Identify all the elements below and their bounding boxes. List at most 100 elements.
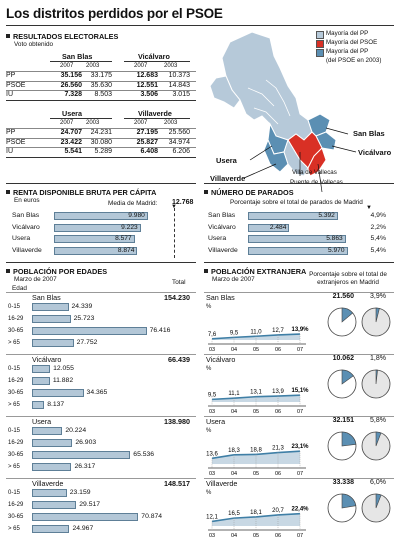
age-bar [32, 377, 50, 385]
point-label: 13,1 [250, 390, 262, 396]
renta-value: 8.577 [115, 235, 132, 242]
point-label: 12,7 [272, 328, 284, 334]
renta-value: 9.223 [121, 223, 138, 231]
extranjera-line-chart: 13,6 03 18,3 04 18,8 05 21,3 06 23,1% 07 [206, 444, 309, 476]
age-label: 0-15 [8, 428, 21, 434]
year-header: 2003 [86, 120, 100, 126]
age-label: 30-65 [8, 328, 24, 334]
year-header: 2007 [60, 63, 74, 69]
edades-group-total: 66.439 [168, 355, 190, 364]
vote-cell: 12.551 [136, 81, 158, 89]
year-tick: 05 [253, 471, 259, 476]
parados-pct: 4,9% [370, 212, 387, 219]
vote-cell: 12.683 [136, 72, 158, 79]
year-header: 2007 [134, 120, 148, 126]
extranjera-line-chart: 9,5 03 11,1 04 13,1 05 13,9 06 15,1% 07 [208, 388, 309, 414]
age-bar [32, 501, 77, 509]
renta-district: Villaverde [12, 246, 42, 254]
year-tick: 06 [275, 347, 281, 352]
district-header: San Blas [62, 52, 93, 61]
renta-chart: ▼ San Blas 9.980 Vicálvaro 9.223 Usera 8.577 Vi… [6, 204, 196, 259]
parados-district: Vicálvaro [208, 223, 236, 231]
year-header: 2003 [86, 63, 100, 69]
point-label: 13,9% [291, 327, 309, 333]
year-tick: 05 [253, 347, 259, 352]
legend-label: Mayoría del PSOE [326, 39, 378, 46]
point-label: 11,0 [250, 329, 262, 335]
renta-value: 8.874 [117, 246, 135, 254]
edades-group-rule [6, 478, 196, 479]
age-value: 65.536 [133, 451, 155, 458]
age-label: 16-29 [8, 378, 24, 384]
extranjera-share: 3,9% [370, 293, 386, 300]
foreign-pct-pie [327, 307, 357, 337]
extranjera-group-name: Usera [206, 417, 226, 426]
point-label: 9,5 [230, 330, 239, 336]
vote-cell: 3.015 [172, 91, 190, 98]
age-label: > 65 [8, 402, 20, 408]
point-label: 12,1 [206, 514, 218, 520]
extranjera-share: 5,8% [370, 417, 386, 424]
vote-cell: 5.541 [64, 148, 82, 155]
pie-slice [341, 431, 357, 447]
edades-group-total: 154.230 [164, 293, 190, 302]
vote-cell: 6.408 [140, 148, 158, 155]
point-label: 18,1 [250, 510, 262, 516]
extranjera-group-name: Vicálvaro [206, 355, 236, 364]
share-pie [361, 493, 391, 523]
year-tick: 04 [231, 533, 237, 538]
share-pie [361, 307, 391, 337]
table-bottom-rule [6, 156, 196, 158]
age-value: 24.339 [71, 303, 93, 310]
age-bar [32, 315, 71, 323]
pct-symbol: % [206, 490, 212, 496]
parados-pct: 5,4% [370, 246, 387, 254]
row-rule [6, 71, 196, 72]
year-tick: 06 [275, 471, 281, 476]
year-tick: 07 [297, 409, 303, 414]
vote-cell: 14.843 [168, 81, 190, 89]
renta-bar: 9.980 [54, 212, 148, 220]
row-rule [6, 137, 196, 139]
vote-cell: 5.289 [94, 148, 112, 155]
district-map: Mayoría del PP Mayoría del PSOE Mayoría de… [204, 28, 400, 200]
rule-edades [6, 262, 196, 263]
extranjera-line-chart: 7,6 03 9,5 04 11,0 05 12,7 06 13,9% 07 [208, 327, 309, 352]
age-bar [32, 327, 147, 335]
age-value: 26.317 [74, 463, 96, 470]
extranjera-group-rule [204, 416, 394, 417]
extranjera-total: 21.560 [332, 293, 354, 300]
parados-pct: 2,2% [370, 223, 387, 231]
edades-group-name: San Blas [32, 293, 61, 302]
age-bar [32, 489, 67, 497]
renta-media-value: 12.768 [172, 199, 194, 206]
age-label: 0-15 [8, 304, 21, 310]
pie-slice [375, 493, 382, 509]
year-tick: 07 [297, 347, 303, 352]
series-line [211, 512, 301, 523]
vote-cell: 27.195 [136, 129, 158, 136]
point-label: 9,5 [208, 392, 217, 398]
foreign-pct-pie [327, 369, 357, 399]
vote-cell: 34.974 [168, 138, 190, 146]
district-header: Vicálvaro [138, 52, 170, 61]
pie-slice [341, 307, 354, 323]
age-bar [32, 439, 73, 447]
row-rule [6, 90, 196, 91]
year-header: 2003 [164, 63, 178, 69]
vote-cell: 25.560 [168, 129, 190, 136]
edades-group-rule [6, 292, 196, 293]
renta-bar: 8.577 [54, 235, 135, 243]
party-label: PSOE [6, 138, 26, 146]
parados-district: San Blas [208, 212, 236, 219]
table-bottom-rule [6, 99, 196, 101]
age-label: 16-29 [8, 316, 24, 322]
parados-bar: 2.484 [248, 223, 290, 232]
vote-cell: 24.231 [90, 129, 112, 136]
age-bar [32, 463, 72, 471]
legend-label: (del PSOE en 2003) [326, 57, 382, 64]
vote-cell: 10.373 [168, 72, 190, 79]
edades-group-name: Villaverde [32, 479, 64, 488]
point-label: 16,5 [228, 511, 240, 517]
point-label: 13,9 [272, 389, 284, 395]
